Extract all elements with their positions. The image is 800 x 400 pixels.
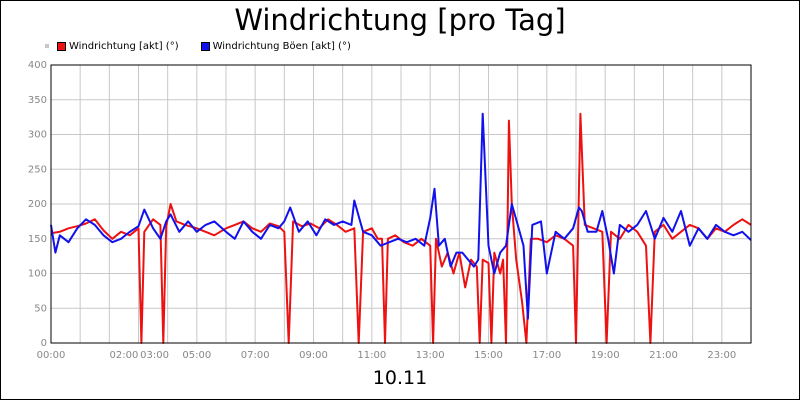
x-tick-label: 21:00 <box>649 350 678 361</box>
x-tick-label: 19:00 <box>591 350 620 361</box>
x-tick-label: 17:00 <box>532 350 561 361</box>
x-tick-label: 00:00 <box>37 350 66 361</box>
chart-title: Windrichtung [pro Tag] <box>234 3 566 37</box>
legend-toggle-icon[interactable] <box>45 44 49 48</box>
series-layer <box>50 112 752 344</box>
y-tick-label: 250 <box>28 164 47 175</box>
legend-entry-series-2[interactable]: Windrichtung Böen [akt] (°) <box>200 40 351 52</box>
legend-label-series-1: Windrichtung [akt] (°) <box>69 40 179 52</box>
y-tick-label: 100 <box>28 269 47 280</box>
grid-layer <box>51 64 751 344</box>
y-tick-label: 150 <box>28 234 47 245</box>
x-tick-label: 02:00 <box>110 350 139 361</box>
y-tick-label: 350 <box>28 95 47 106</box>
y-tick-label: 300 <box>28 130 47 141</box>
plot-border <box>50 64 752 344</box>
x-tick-label: 03:00 <box>140 350 169 361</box>
x-axis-date-label: 10.11 <box>372 367 428 389</box>
legend: Windrichtung [akt] (°) Windrichtung Böen… <box>45 39 351 53</box>
y-tick-label: 0 <box>41 338 47 349</box>
x-tick-label: 13:00 <box>416 350 445 361</box>
y-axis-ticks: 0 50 100 150 200 250 300 350 400 <box>28 60 47 349</box>
x-tick-label: 15:00 <box>474 350 503 361</box>
legend-label-series-2: Windrichtung Böen [akt] (°) <box>212 40 351 52</box>
x-tick-label: 07:00 <box>241 350 270 361</box>
x-tick-label: 11:00 <box>357 350 386 361</box>
y-tick-label: 200 <box>28 199 47 210</box>
legend-entry-series-1[interactable]: Windrichtung [akt] (°) <box>57 41 179 52</box>
legend-swatch-series-2 <box>200 41 210 51</box>
y-tick-label: 50 <box>34 303 47 314</box>
series-line-2 <box>50 112 752 320</box>
x-tick-label: 05:00 <box>182 350 211 361</box>
x-axis-ticks: 00:00 02:00 03:00 05:00 07:00 09:00 11:00 13:00… <box>37 350 737 361</box>
x-tick-label: 09:00 <box>299 350 328 361</box>
x-tick-label: 23:00 <box>707 350 736 361</box>
y-tick-label: 400 <box>28 60 47 71</box>
legend-swatch-series-1 <box>57 41 66 51</box>
